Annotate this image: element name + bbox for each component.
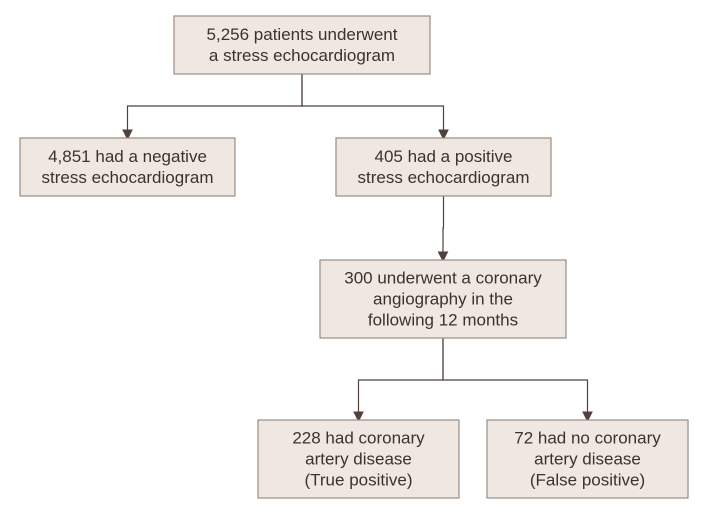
node-angio-line-1: angiography in the (373, 289, 513, 308)
node-angio: 300 underwent a coronary angiography in t… (320, 260, 566, 338)
node-neg-line-1: stress echocardiogram (42, 168, 214, 187)
node-root-line-1: a stress echocardiogram (209, 46, 395, 65)
patient-flowchart: 5,256 patients underwent a stress echocar… (0, 0, 713, 524)
node-neg-line-0: 4,851 had a negative (48, 147, 207, 166)
node-fp-line-2: (False positive) (530, 470, 645, 489)
node-angio-line-2: following 12 months (368, 310, 518, 329)
node-pos-line-1: stress echocardiogram (358, 168, 530, 187)
node-tp-line-2: (True positive) (304, 470, 412, 489)
node-tp-line-0: 228 had coronary (292, 428, 425, 447)
edge-angio-fp (443, 338, 588, 420)
node-tp-line-1: artery disease (305, 449, 412, 468)
node-fp-line-1: artery disease (534, 449, 641, 468)
node-angio-line-0: 300 underwent a coronary (344, 268, 542, 287)
node-fp-line-0: 72 had no coronary (514, 428, 661, 447)
node-root-line-0: 5,256 patients underwent (207, 25, 398, 44)
edge-angio-tp (359, 338, 444, 420)
edge-root-neg (128, 74, 303, 138)
node-fp: 72 had no coronary artery disease (False p… (487, 420, 688, 498)
edge-pos-angio (443, 196, 444, 260)
node-pos-line-0: 405 had a positive (375, 147, 513, 166)
node-pos: 405 had a positive stress echocardiogram (336, 138, 551, 196)
edge-root-pos (302, 74, 444, 138)
node-root: 5,256 patients underwent a stress echocar… (174, 16, 430, 74)
node-tp: 228 had coronary artery disease (True posi… (258, 420, 459, 498)
node-neg: 4,851 had a negative stress echocardiogra… (20, 138, 235, 196)
